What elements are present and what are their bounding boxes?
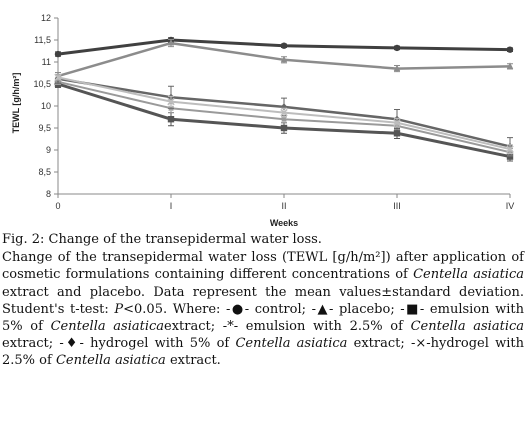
y-tick-label: 10 (41, 101, 51, 111)
x-tick-label: III (393, 201, 401, 211)
data-point (54, 73, 62, 82)
y-tick-label: 11,5 (34, 35, 51, 45)
data-point (167, 39, 175, 46)
y-tick-label: 9 (46, 145, 51, 155)
data-point (393, 118, 401, 127)
series-6 (54, 73, 514, 155)
x-tick-label: 0 (55, 201, 60, 211)
data-point (506, 62, 514, 69)
y-tick-label: 10,5 (33, 79, 51, 89)
data-point (54, 50, 62, 58)
caption-text: extract. (165, 353, 221, 369)
y-tick-label: 8,5 (38, 167, 51, 177)
data-point (280, 116, 288, 123)
data-point (280, 103, 288, 111)
data-point (167, 97, 175, 106)
x-tick-label: I (170, 201, 173, 211)
x-axis-label: Weeks (270, 218, 298, 228)
chart-series (54, 36, 514, 162)
data-point (280, 42, 288, 49)
caption-italic-text: Centella asiatica (410, 319, 525, 335)
caption-italic-text: Centella asiatica (413, 267, 525, 283)
caption-text: Change of the transepidermal water loss … (2, 250, 524, 283)
caption-text: extract; -×-hydrogel with 2.5% of (2, 336, 524, 369)
data-point (506, 46, 514, 53)
y-tick-label: 9,5 (38, 123, 51, 133)
data-point (167, 116, 175, 123)
y-tick-label: 8 (46, 189, 51, 199)
data-point (506, 145, 514, 153)
x-tick-label: II (281, 201, 286, 211)
data-point (280, 55, 288, 63)
data-point (280, 108, 288, 117)
caption-text: extract; -♦- hydrogel with 5% of (2, 336, 236, 352)
caption-italic-text: Centella asiatica (55, 353, 166, 369)
data-point (393, 44, 401, 52)
x-tick-label: IV (506, 201, 515, 211)
data-point (393, 64, 401, 71)
caption-italic-text: P (114, 301, 124, 317)
y-tick-label: 11 (42, 57, 51, 67)
y-axis-label: TEWL [g/h/m²] (11, 73, 21, 134)
y-tick-label: 12 (41, 13, 51, 23)
series-1 (54, 36, 514, 58)
caption-body: Change of the transepidermal water loss … (2, 249, 524, 369)
caption-italic-text: Centella asiatica (235, 336, 348, 352)
caption-text: extract and placebo. Data represent the … (2, 284, 524, 317)
caption-heading: Fig. 2: Change of the transepidermal wat… (2, 232, 322, 247)
data-point (506, 153, 514, 160)
data-point (280, 124, 288, 132)
caption-text: extract; -*- emulsion with 2.5% of (164, 319, 411, 335)
data-point (393, 130, 401, 137)
caption-text: <0.05. Where: -●- control; -▲- placebo; … (2, 301, 524, 335)
caption-italic-text: Centella asiatica (50, 319, 165, 335)
figure-caption: Fig. 2: Change of the transepidermal wat… (2, 231, 524, 370)
